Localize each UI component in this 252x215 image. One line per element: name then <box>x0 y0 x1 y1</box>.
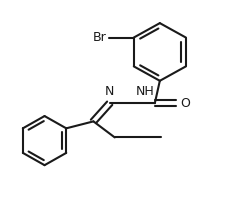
Text: N: N <box>105 85 114 98</box>
Text: NH: NH <box>136 85 155 98</box>
Text: O: O <box>180 97 190 110</box>
Text: Br: Br <box>92 31 106 44</box>
